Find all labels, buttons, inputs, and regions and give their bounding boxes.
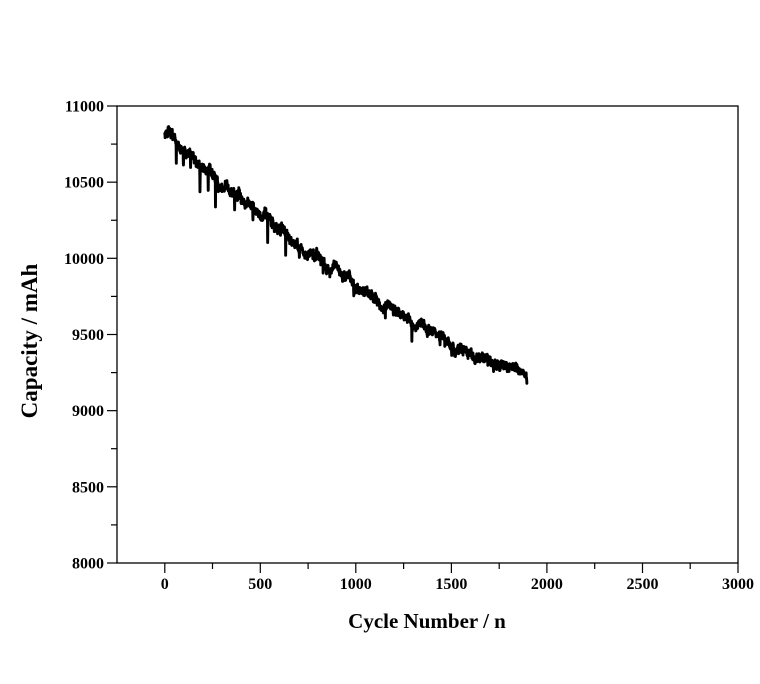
svg-text:3000: 3000 <box>722 576 754 593</box>
svg-text:2000: 2000 <box>531 576 563 593</box>
svg-text:9500: 9500 <box>72 327 104 344</box>
svg-text:10000: 10000 <box>64 251 104 268</box>
svg-text:1500: 1500 <box>435 576 467 593</box>
svg-text:Cycle Number / n: Cycle Number / n <box>348 609 506 633</box>
svg-text:11000: 11000 <box>65 99 104 116</box>
svg-text:0: 0 <box>161 576 169 593</box>
svg-text:Capacity / mAh: Capacity / mAh <box>17 263 42 418</box>
svg-text:2500: 2500 <box>627 576 659 593</box>
svg-text:500: 500 <box>248 576 272 593</box>
svg-text:9000: 9000 <box>72 403 104 420</box>
svg-text:8500: 8500 <box>72 479 104 496</box>
svg-text:10500: 10500 <box>64 175 104 192</box>
svg-text:1000: 1000 <box>340 576 372 593</box>
svg-text:8000: 8000 <box>72 556 104 573</box>
